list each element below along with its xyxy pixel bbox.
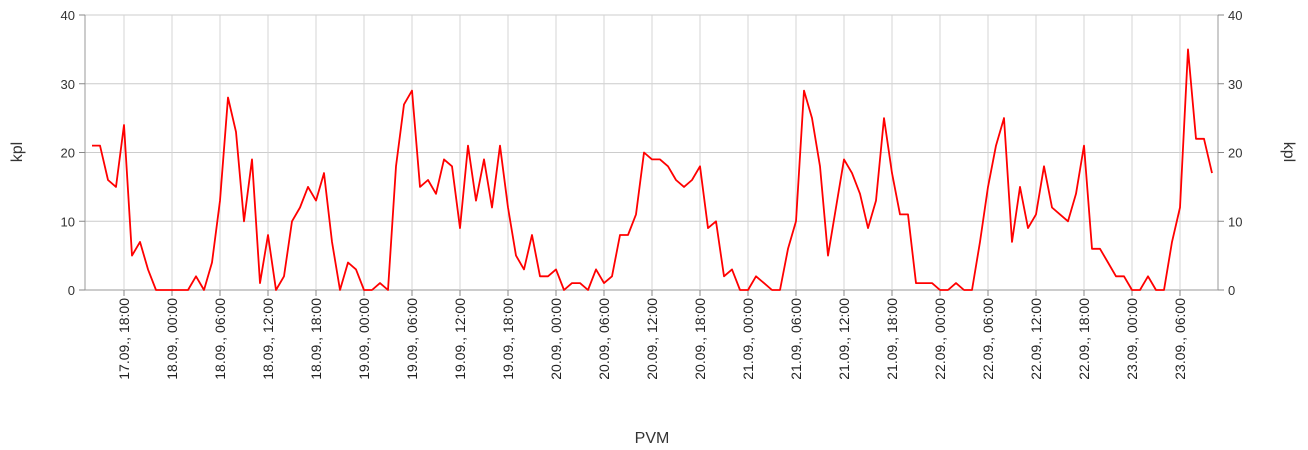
y-axis-label-right: kpl bbox=[1280, 142, 1297, 162]
series-layer bbox=[92, 48, 1213, 291]
x-tick-label: 22.09., 00:00 bbox=[932, 298, 948, 380]
y-tick-label-left: 0 bbox=[68, 283, 75, 298]
vertical-gridlines bbox=[123, 15, 1181, 290]
x-tick-label: 18.09., 12:00 bbox=[260, 298, 276, 380]
x-tick-label: 22.09., 18:00 bbox=[1076, 298, 1092, 380]
x-tick-label: 21.09., 00:00 bbox=[740, 298, 756, 380]
y-tick-label-left: 20 bbox=[61, 146, 75, 161]
y-tick-label-left: 10 bbox=[61, 214, 75, 229]
y-tick-label-right: 30 bbox=[1228, 77, 1242, 92]
y-tick-label-right: 10 bbox=[1228, 214, 1242, 229]
x-tick-label: 23.09., 06:00 bbox=[1172, 298, 1188, 380]
x-tick-label: 19.09., 06:00 bbox=[404, 298, 420, 380]
x-tick-label: 17.09., 18:00 bbox=[116, 298, 132, 380]
x-tick-label: 21.09., 12:00 bbox=[836, 298, 852, 380]
y-tick-label-right: 0 bbox=[1228, 283, 1235, 298]
y-tick-label-right: 40 bbox=[1228, 8, 1242, 23]
x-tick-label: 20.09., 18:00 bbox=[692, 298, 708, 380]
x-tick-label: 22.09., 06:00 bbox=[980, 298, 996, 380]
y-tick-label-right: 20 bbox=[1228, 146, 1242, 161]
x-tick-label: 22.09., 12:00 bbox=[1028, 298, 1044, 380]
series-line-0 bbox=[92, 48, 1213, 291]
y-axis-right-ticks: 0 10 20 30 40 bbox=[1218, 8, 1242, 298]
x-tick-label: 18.09., 18:00 bbox=[308, 298, 324, 380]
x-tick-label: 20.09., 12:00 bbox=[644, 298, 660, 380]
y-axis-left-ticks: 0 10 20 30 40 bbox=[61, 8, 85, 298]
x-tick-label: 18.09., 00:00 bbox=[164, 298, 180, 380]
x-tick-label: 19.09., 00:00 bbox=[356, 298, 372, 380]
x-tick-label: 21.09., 18:00 bbox=[884, 298, 900, 380]
x-tick-label: 21.09., 06:00 bbox=[788, 298, 804, 380]
x-tick-label: 23.09., 00:00 bbox=[1124, 298, 1140, 380]
x-tick-label: 20.09., 00:00 bbox=[548, 298, 564, 380]
x-tick-label: 19.09., 12:00 bbox=[452, 298, 468, 380]
x-tick-label: 19.09., 18:00 bbox=[500, 298, 516, 380]
y-tick-label-left: 30 bbox=[61, 77, 75, 92]
x-axis-label: PVM bbox=[635, 430, 670, 447]
x-axis-ticks: 17.09., 18:00 18.09., 00:00 18.09., 06:00 1… bbox=[116, 290, 1188, 380]
y-tick-label-left: 40 bbox=[61, 8, 75, 23]
y-axis-label-left: kpl bbox=[9, 142, 26, 162]
x-tick-label: 18.09., 06:00 bbox=[212, 298, 228, 380]
x-tick-label: 20.09., 06:00 bbox=[596, 298, 612, 380]
